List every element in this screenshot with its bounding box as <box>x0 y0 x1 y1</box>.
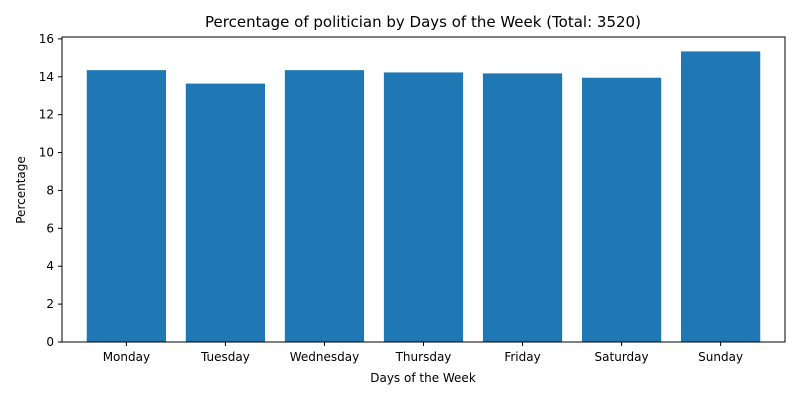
y-tick-label: 4 <box>46 259 54 273</box>
chart-title: Percentage of politician by Days of the … <box>205 13 641 31</box>
bar-friday <box>482 73 563 343</box>
x-tick-label: Friday <box>504 350 540 364</box>
y-tick-label: 8 <box>46 183 54 197</box>
bar-thursday <box>383 72 464 343</box>
y-tick-label: 14 <box>39 70 54 84</box>
y-axis-label: Percentage <box>14 156 28 224</box>
bar-wednesday <box>284 70 365 343</box>
x-tick-label: Thursday <box>395 350 452 364</box>
axes-group: 0 2 4 6 8 10 12 14 16 Monday Tuesday Wednesday Thurs… <box>39 32 786 364</box>
x-axis-label: Days of the Week <box>370 371 476 385</box>
y-tick-label: 16 <box>39 32 54 46</box>
y-tick-label: 6 <box>46 221 54 235</box>
y-tick-label: 12 <box>39 108 54 122</box>
y-tick-label: 0 <box>46 335 54 349</box>
x-tick-label: Tuesday <box>200 350 250 364</box>
x-tick-label: Saturday <box>595 350 649 364</box>
y-tick-label: 2 <box>46 297 54 311</box>
x-tick-label: Wednesday <box>290 350 359 364</box>
bars-group <box>86 51 761 343</box>
y-tick-label: 10 <box>39 146 54 160</box>
x-tick-label: Sunday <box>698 350 743 364</box>
bar-tuesday <box>185 83 266 342</box>
x-tick-label: Monday <box>103 350 150 364</box>
bar-saturday <box>581 77 662 342</box>
bar-sunday <box>681 51 761 343</box>
bar-monday <box>86 70 166 343</box>
